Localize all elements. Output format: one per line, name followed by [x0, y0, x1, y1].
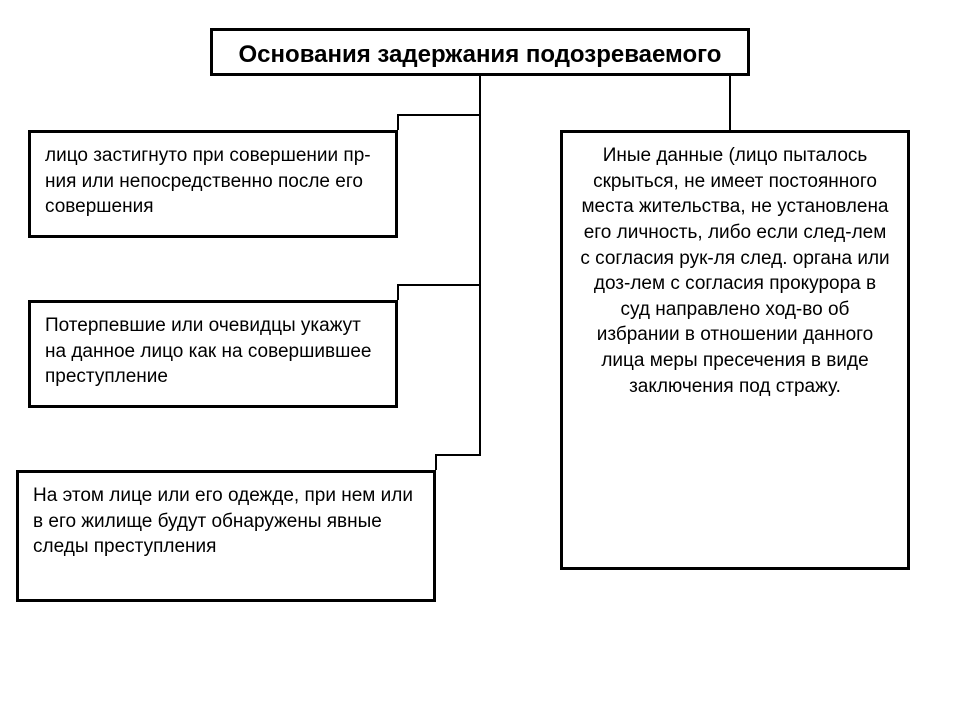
title-box: Основания задержания подозреваемого [210, 28, 750, 76]
connector-line [398, 76, 480, 300]
right-node-text: Иные данные (лицо пыталось скрыться, не … [580, 145, 889, 397]
left-node-2-text: На этом лице или его одежде, при нем или… [33, 485, 413, 557]
left-node-1-text: Потерпевшие или очевидцы укажут на данно… [45, 315, 371, 387]
left-node-2: На этом лице или его одежде, при нем или… [16, 470, 436, 602]
right-node: Иные данные (лицо пыталось скрыться, не … [560, 130, 910, 570]
connector-line [398, 76, 480, 130]
connector-line [436, 76, 480, 470]
left-node-1: Потерпевшие или очевидцы укажут на данно… [28, 300, 398, 408]
left-node-0-text: лицо застигнуто при совершении пр-ния ил… [45, 145, 371, 217]
title-text: Основания задержания подозреваемого [239, 41, 722, 68]
left-node-0: лицо застигнуто при совершении пр-ния ил… [28, 130, 398, 238]
